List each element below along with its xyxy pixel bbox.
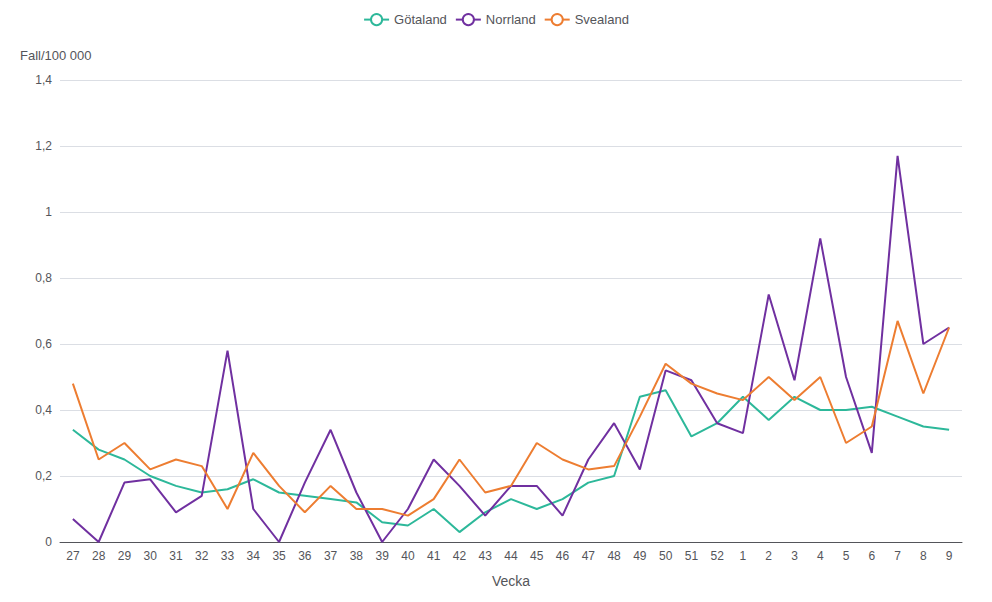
svg-text:39: 39	[375, 549, 389, 563]
svg-text:35: 35	[272, 549, 286, 563]
svg-text:Norrland: Norrland	[486, 12, 536, 27]
svg-text:52: 52	[710, 549, 724, 563]
svg-text:2: 2	[765, 549, 772, 563]
svg-text:41: 41	[427, 549, 441, 563]
svg-text:36: 36	[298, 549, 312, 563]
svg-text:31: 31	[169, 549, 183, 563]
svg-text:42: 42	[453, 549, 467, 563]
svg-text:0: 0	[45, 535, 52, 549]
svg-text:0,4: 0,4	[35, 403, 52, 417]
svg-text:5: 5	[843, 549, 850, 563]
svg-text:0,6: 0,6	[35, 337, 52, 351]
svg-text:1,2: 1,2	[35, 139, 52, 153]
svg-text:51: 51	[685, 549, 699, 563]
svg-text:43: 43	[479, 549, 493, 563]
svg-text:1,4: 1,4	[35, 73, 52, 87]
svg-text:6: 6	[868, 549, 875, 563]
svg-text:Fall/100 000: Fall/100 000	[20, 48, 92, 63]
svg-text:28: 28	[92, 549, 106, 563]
svg-text:49: 49	[633, 549, 647, 563]
svg-text:33: 33	[221, 549, 235, 563]
svg-text:44: 44	[504, 549, 518, 563]
svg-text:3: 3	[791, 549, 798, 563]
svg-text:4: 4	[817, 549, 824, 563]
svg-text:0,2: 0,2	[35, 469, 52, 483]
svg-text:37: 37	[324, 549, 338, 563]
svg-text:40: 40	[401, 549, 415, 563]
svg-text:46: 46	[556, 549, 570, 563]
svg-text:32: 32	[195, 549, 209, 563]
svg-text:29: 29	[118, 549, 132, 563]
svg-text:Svealand: Svealand	[575, 12, 629, 27]
svg-text:30: 30	[144, 549, 158, 563]
svg-text:27: 27	[66, 549, 80, 563]
svg-text:48: 48	[607, 549, 621, 563]
svg-text:38: 38	[350, 549, 364, 563]
svg-text:50: 50	[659, 549, 673, 563]
svg-text:47: 47	[582, 549, 596, 563]
svg-text:1: 1	[45, 205, 52, 219]
svg-text:0,8: 0,8	[35, 271, 52, 285]
svg-text:9: 9	[946, 549, 953, 563]
svg-text:7: 7	[894, 549, 901, 563]
svg-text:34: 34	[247, 549, 261, 563]
svg-text:8: 8	[920, 549, 927, 563]
svg-text:Götaland: Götaland	[394, 12, 447, 27]
svg-text:Vecka: Vecka	[492, 573, 530, 589]
svg-text:1: 1	[740, 549, 747, 563]
svg-text:45: 45	[530, 549, 544, 563]
